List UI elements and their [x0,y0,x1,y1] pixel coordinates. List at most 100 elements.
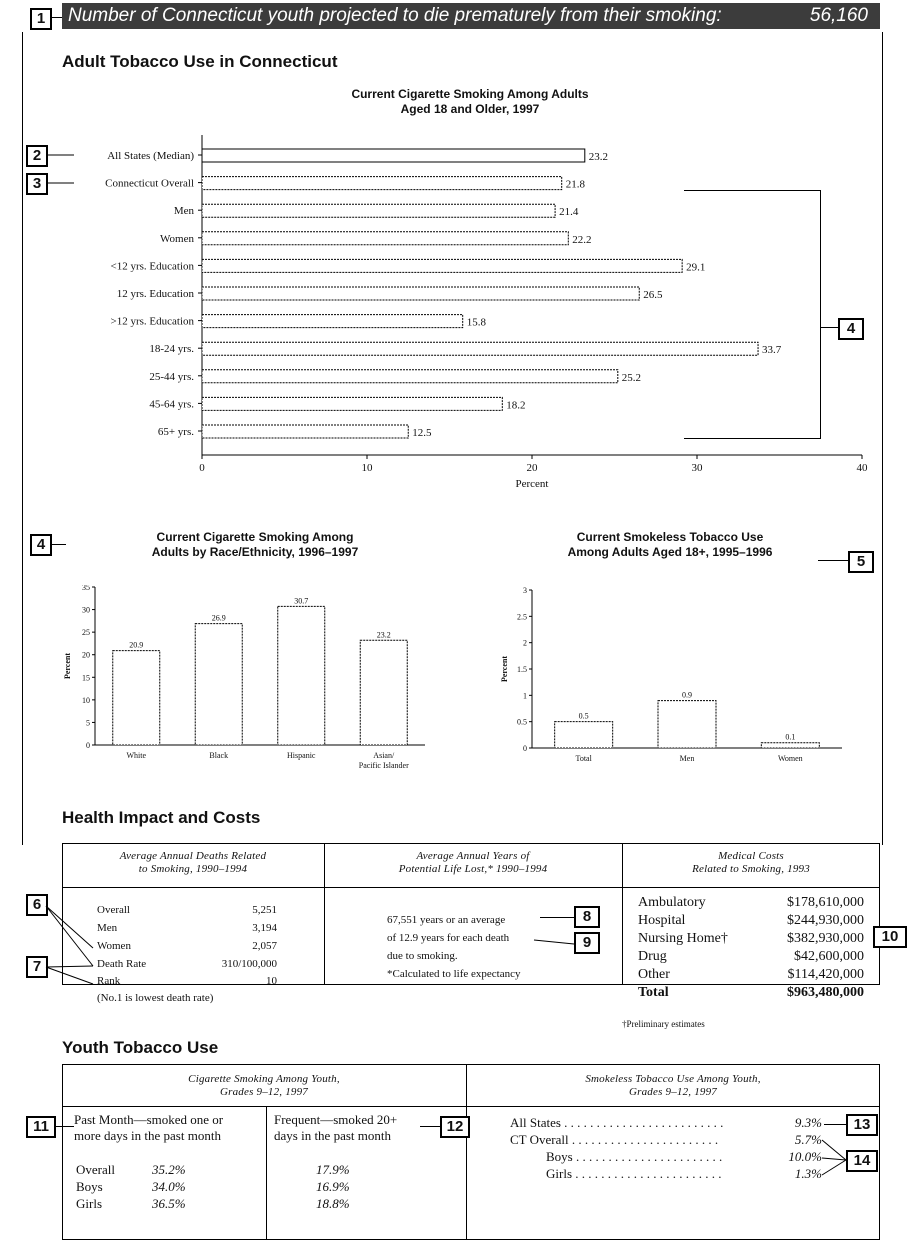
category-label: >12 yrs. Education [111,316,195,328]
category-label: 45-64 yrs. [149,398,194,410]
youth-smokeless-header: Smokeless Tobacco Use Among Youth, Grade… [466,1073,880,1099]
youth-smokeless-label: CT Overall [510,1132,569,1147]
youth-cig-row-fr: 17.9% [316,1162,350,1177]
youth-header-rule [62,1106,880,1107]
banner: Number of Connecticut youth projected to… [62,3,880,29]
ypll-header-line1: Average Annual Years of [416,850,530,862]
bar [760,742,820,749]
callout-9-leader [533,939,575,945]
data-label: 21.4 [559,206,579,218]
costs-header-line1: Medical Costs [718,850,784,862]
callout-13-leader [824,1124,846,1125]
costs-row-value: $963,480,000 [787,985,864,1000]
deaths-row-value: 3,194 [252,922,277,934]
category-label: Black [209,751,228,760]
youth-smokeless-label: Boys [546,1149,573,1164]
callout-6: 6 [26,894,48,916]
callout-1: 1 [30,8,52,30]
callout-12: 12 [440,1116,470,1138]
youth-smokeless-header-line1: Smokeless Tobacco Use Among Youth, [585,1073,761,1085]
deaths-row: Women 2,057 [97,940,277,952]
callout-7: 7 [26,956,48,978]
youth-col-div-main [466,1064,467,1240]
bracket-4-leader [820,327,838,328]
youth-col-div-sub [266,1106,267,1240]
deaths-row-value: 10 [266,975,277,987]
y-axis-title: Percent [500,656,509,682]
y-tick-label: 0.5 [517,718,527,727]
deaths-note: (No.1 is lowest death rate) [97,992,214,1004]
youth-cig-row-label: Boys [76,1179,103,1194]
costs-row-label: Nursing Home† [638,931,728,946]
callout-11: 11 [26,1116,56,1138]
costs-row-label: Total [638,985,669,1000]
y-tick-label: 2 [523,639,527,648]
x-tick-label: 40 [857,462,869,474]
bar [201,231,569,246]
callout-4b-leader [50,544,66,545]
data-label: 22.2 [572,234,591,246]
costs-row-label: Drug [638,949,667,964]
costs-row: Other $114,420,000 [638,967,864,983]
y-tick-label: 1.5 [517,665,527,674]
costs-footnote: †Preliminary estimates [622,1019,705,1029]
category-label-line2: Pacific Islander [359,761,409,770]
youth-cig-header-line1: Cigarette Smoking Among Youth, [188,1073,340,1085]
bar [201,314,464,329]
callout-8: 8 [574,906,600,928]
main-chart-title-line2: Aged 18 and Older, 1997 [400,102,540,116]
ypll-line1: 67,551 years or an average [387,914,506,926]
costs-row-value: $244,930,000 [787,913,864,928]
callout-4b: 4 [30,534,52,556]
bar [201,396,503,411]
costs-row: Drug $42,600,000 [638,949,864,965]
youth-cig-header: Cigarette Smoking Among Youth, Grades 9–… [62,1073,466,1099]
data-label: 25.2 [622,372,641,384]
callout-3: 3 [26,173,48,195]
deaths-row-label: Overall [97,904,130,916]
data-label: 29.1 [686,261,705,273]
youth-cig-row-label: Overall [76,1162,115,1177]
smokeless-bar-chart: 0 0.5 1 1.5 2 2.5 3 Percent 0.5 Total 0.9 Men 0.1 Wom… [500,586,842,763]
youth-smokeless-value: 5.7% [791,1132,822,1148]
costs-row: Hospital $244,930,000 [638,913,864,929]
bar [201,424,409,439]
bar [201,341,759,356]
deaths-row: Death Rate 310/100,000 [97,958,277,970]
health-section-title: Health Impact and Costs [62,808,261,827]
callout-8-leader [540,917,574,918]
bar [201,148,586,163]
deaths-header: Average Annual Deaths Related to Smoking… [62,850,324,876]
category-label: Asian/ [373,751,395,760]
youth-cig-row-fr: 16.9% [316,1179,350,1194]
category-label: Men [680,754,695,763]
data-label: 18.2 [506,399,525,411]
deaths-row-label: Men [97,922,118,934]
callout-13: 13 [846,1114,878,1136]
health-table [62,843,880,985]
callout-5-leader [818,560,848,561]
data-label: 23.2 [589,151,608,163]
youth-smokeless-value: 1.3% [791,1166,822,1182]
main-chart-title-line1: Current Cigarette Smoking Among Adults [351,87,589,101]
category-label: 25-44 yrs. [149,371,194,383]
data-label: 15.8 [467,317,487,329]
data-label: 12.5 [412,427,432,439]
youth-smokeless-dots: . . . . . . . . . . . . . . . . . . . . … [560,1115,724,1130]
past-month-desc: Past Month—smoked one or more days in th… [74,1112,223,1144]
youth-smokeless-label: Girls [546,1166,572,1181]
costs-header-line2: Related to Smoking, 1993 [692,863,810,875]
youth-smokeless-header-line2: Grades 9–12, 1997 [628,1086,718,1098]
ypll-header-line2: Potential Life Lost,* 1990–1994 [398,863,548,875]
youth-smokeless-row: Boys . . . . . . . . . . . . . . . . . .… [546,1149,822,1165]
callout-1-leader [50,17,62,18]
ypll-line2: of 12.9 years for each death [387,932,510,944]
adult-section-title: Adult Tobacco Use in Connecticut [62,52,338,71]
category-label: <12 yrs. Education [111,260,195,272]
category-label: All States (Median) [107,150,194,162]
data-label: 26.9 [212,614,226,623]
deaths-row-value: 5,251 [252,904,277,916]
costs-row: Ambulatory $178,610,000 [638,895,864,911]
data-label: 0.1 [785,733,795,742]
y-tick-label: 20 [82,651,90,660]
